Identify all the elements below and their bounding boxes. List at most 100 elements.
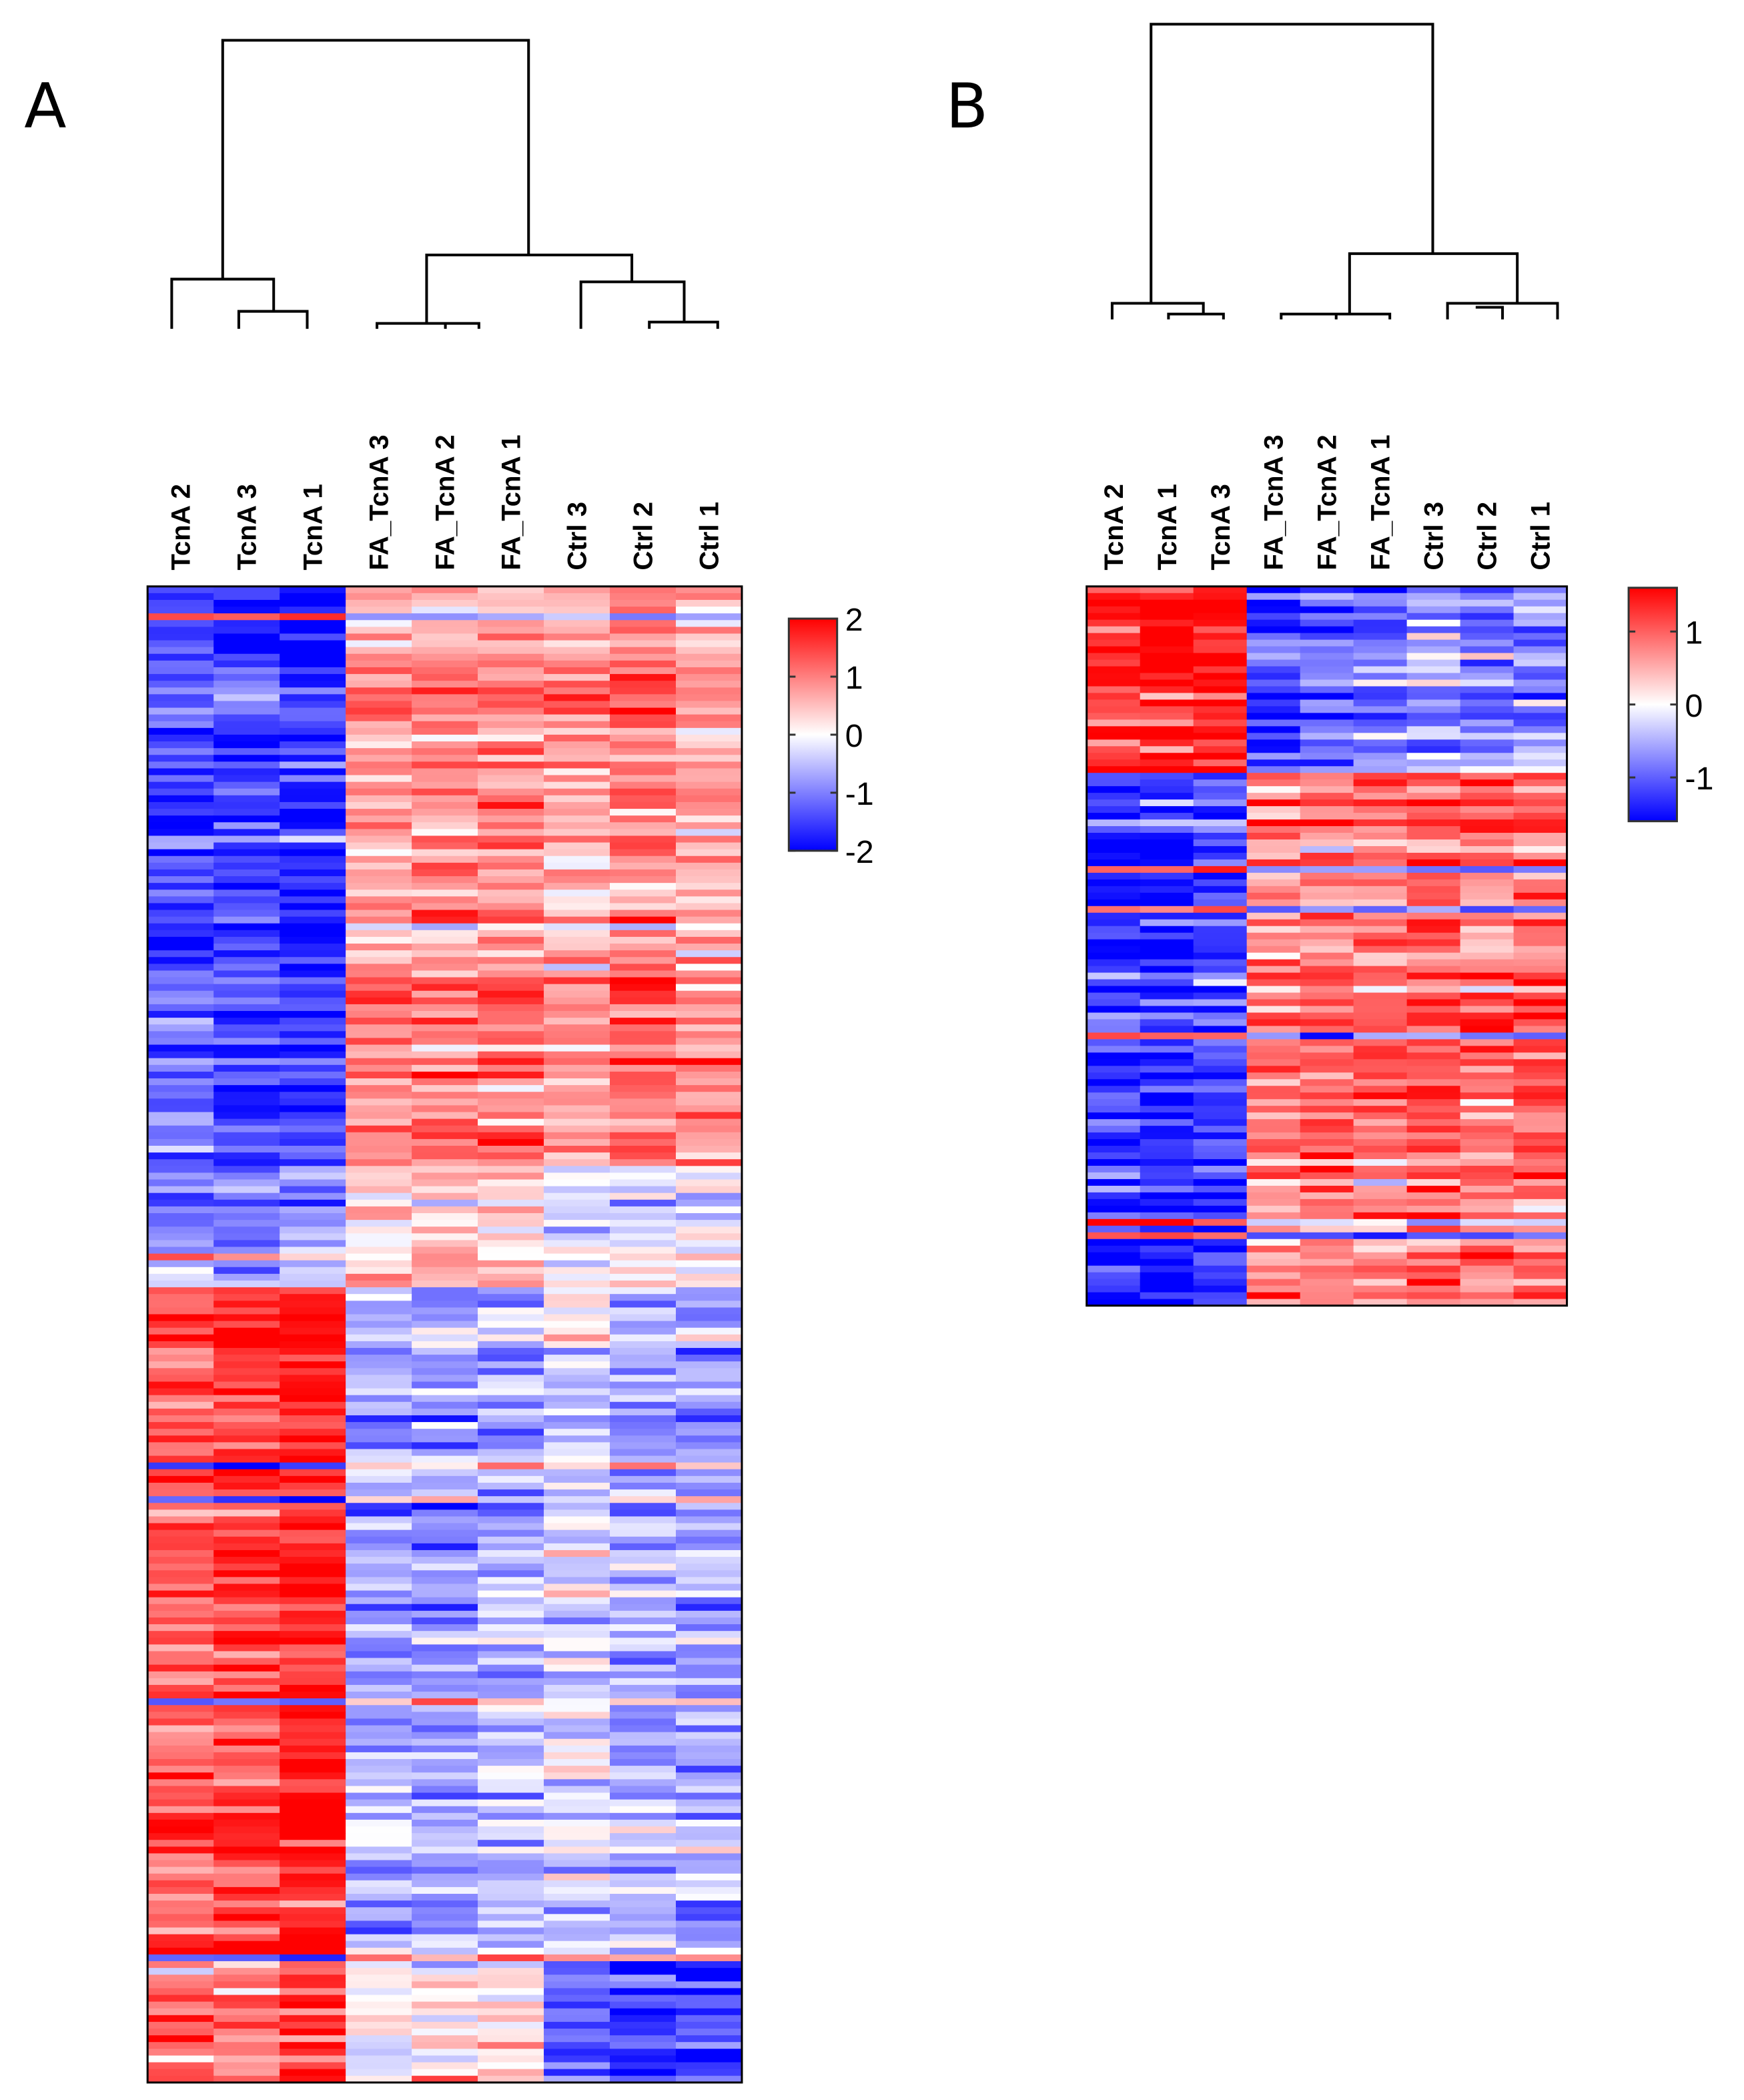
heatmap-cell	[544, 815, 610, 823]
dendrogram-a	[170, 39, 719, 329]
heatmap-cell	[478, 990, 544, 998]
heatmap-cell	[1086, 899, 1141, 907]
heatmap-cell	[346, 2055, 412, 2063]
heatmap-cell	[1406, 899, 1461, 907]
heatmap-cell	[1140, 713, 1194, 721]
heatmap-cell	[346, 1064, 412, 1072]
heatmap-cell	[147, 1678, 214, 1686]
heatmap-cell	[544, 829, 610, 837]
heatmap-cell	[1300, 759, 1354, 767]
heatmap-cell	[1193, 1112, 1248, 1120]
heatmap-cell	[610, 2075, 677, 2083]
heatmap-cell	[412, 2049, 478, 2057]
heatmap-cell	[610, 620, 677, 628]
heatmap-cell	[1140, 766, 1194, 774]
heatmap-cell	[147, 775, 214, 783]
heatmap-cell	[280, 1543, 346, 1551]
heatmap-cell	[346, 1570, 412, 1578]
heatmap-cell	[213, 734, 280, 742]
heatmap-cell	[675, 1557, 743, 1564]
heatmap-cell	[1406, 753, 1461, 761]
heatmap-cell	[544, 1617, 610, 1625]
heatmap-cell	[412, 1624, 478, 1632]
heatmap-cell	[478, 1166, 544, 1174]
heatmap-cell	[544, 1192, 610, 1200]
heatmap-cell	[346, 1549, 412, 1557]
heatmap-cell	[1460, 626, 1514, 634]
heatmap-cell	[1460, 759, 1514, 767]
heatmap-cell	[1406, 699, 1461, 707]
heatmap-cell	[675, 1772, 743, 1780]
heatmap-cell	[1406, 952, 1461, 960]
heatmap-cell	[1086, 1285, 1141, 1293]
heatmap-cell	[1300, 1132, 1354, 1140]
heatmap-cell	[1086, 1192, 1141, 1200]
heatmap-cell	[412, 1772, 478, 1780]
heatmap-cell	[147, 701, 214, 709]
heatmap-cell	[1353, 865, 1408, 873]
heatmap-cell	[280, 1819, 346, 1827]
heatmap-cell	[1460, 1079, 1514, 1087]
heatmap-cell	[610, 1658, 677, 1666]
heatmap-cell	[610, 862, 677, 870]
heatmap-cell	[1406, 1245, 1461, 1253]
heatmap-cell	[280, 1112, 346, 1120]
heatmap-cell	[1353, 779, 1408, 787]
heatmap-cell	[213, 1812, 280, 1820]
heatmap-cell	[213, 1995, 280, 2003]
heatmap-cell	[1353, 906, 1408, 914]
heatmap-cell	[213, 1267, 280, 1275]
heatmap-cell	[675, 1678, 743, 1686]
heatmap-cell	[346, 1509, 412, 1517]
heatmap-cell	[1406, 1092, 1461, 1100]
heatmap-cell	[478, 1894, 544, 1901]
heatmap-cell	[544, 822, 610, 830]
heatmap-cell	[280, 1725, 346, 1733]
heatmap-cell	[346, 1395, 412, 1403]
heatmap-cell	[1140, 1106, 1194, 1113]
heatmap-cell	[1246, 779, 1301, 787]
heatmap-cell	[1246, 706, 1301, 714]
heatmap-cell	[544, 1098, 610, 1106]
heatmap-cell	[412, 1078, 478, 1086]
heatmap-cell	[1460, 713, 1514, 721]
heatmap-cell	[1300, 766, 1354, 774]
heatmap-cell	[610, 1651, 677, 1659]
heatmap-cell	[280, 1206, 346, 1214]
heatmap-cell	[346, 1172, 412, 1180]
heatmap-cell	[544, 1227, 610, 1235]
heatmap-cell	[346, 1038, 412, 1046]
heatmap-cell	[346, 1267, 412, 1275]
heatmap-cell	[610, 1280, 677, 1288]
heatmap-cell	[1406, 1232, 1461, 1240]
heatmap-cell	[1353, 1185, 1408, 1193]
heatmap-cell	[478, 781, 544, 789]
heatmap-cell	[610, 1469, 677, 1477]
heatmap-cell	[1140, 826, 1194, 833]
heatmap-cell	[147, 1941, 214, 1949]
heatmap-cell	[1140, 686, 1194, 694]
heatmap-cell	[1406, 679, 1461, 687]
heatmap-cell	[1246, 886, 1301, 894]
heatmap-cell	[1353, 1252, 1408, 1260]
heatmap-cell	[544, 890, 610, 898]
heatmap-cell	[544, 620, 610, 628]
heatmap-cell	[675, 1462, 743, 1470]
heatmap-cell	[478, 1058, 544, 1066]
heatmap-cell	[280, 822, 346, 830]
heatmap-cell	[346, 1294, 412, 1302]
heatmap-cell	[1460, 1032, 1514, 1040]
heatmap-cell	[213, 2075, 280, 2083]
heatmap-cell	[213, 890, 280, 898]
heatmap-cell	[1513, 599, 1568, 607]
heatmap-cell	[675, 734, 743, 742]
heatmap-cell	[675, 1435, 743, 1443]
heatmap-cell	[280, 593, 346, 601]
heatmap-cell	[544, 1981, 610, 1989]
heatmap-cell	[478, 1752, 544, 1760]
heatmap-cell	[1140, 952, 1194, 960]
heatmap-cell	[1086, 966, 1141, 974]
heatmap-cell	[213, 1529, 280, 1537]
heatmap-cell	[1513, 1012, 1568, 1020]
heatmap-cell	[478, 714, 544, 722]
